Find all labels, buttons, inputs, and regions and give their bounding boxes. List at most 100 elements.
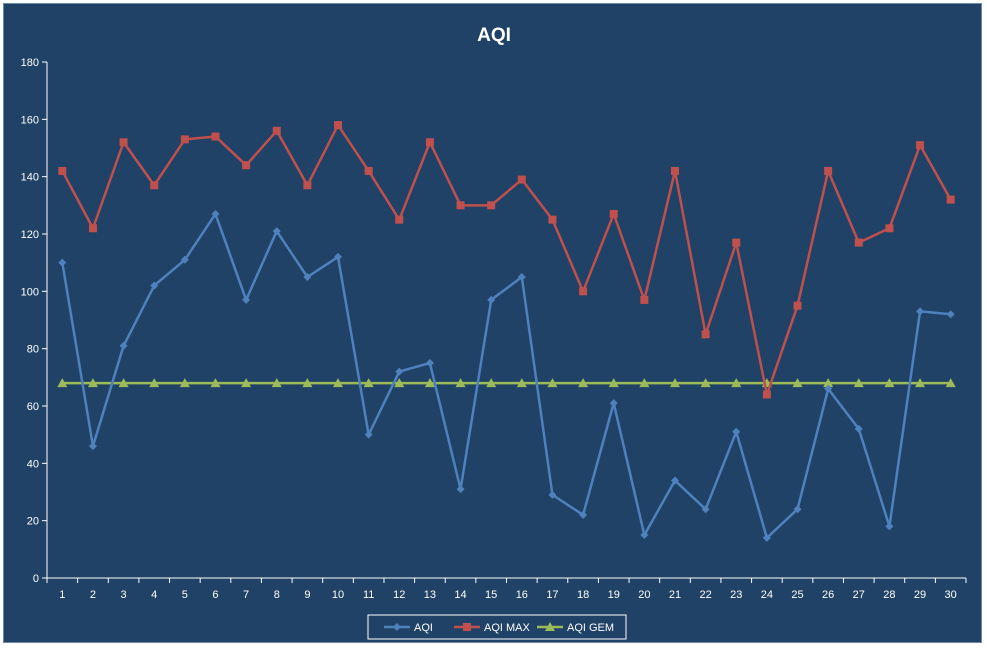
data-point-aqi-gem [271,378,282,388]
x-tick-label: 22 [699,589,711,601]
data-point-aqi-max [272,126,281,135]
data-point-aqi-max [885,224,894,233]
data-point-aqi [58,258,67,267]
data-point-aqi [824,384,833,393]
data-point-aqi-max [762,390,771,399]
data-point-aqi [487,295,496,304]
y-tick-label: 0 [33,573,39,585]
x-tick-label: 14 [454,589,466,601]
legend-marker-aqi [393,623,401,631]
data-point-aqi [854,424,863,433]
legend-label-aqi: AQI [414,622,433,634]
data-point-aqi-max [364,166,373,175]
data-point-aqi-max [854,238,863,247]
data-point-aqi-gem [363,378,374,388]
data-point-aqi [701,505,710,514]
data-point-aqi [548,490,557,499]
chart-title: AQI [477,25,511,46]
data-point-aqi-gem [608,378,619,388]
x-tick-label: 30 [945,589,957,601]
x-tick-label: 27 [853,589,865,601]
data-point-aqi-max [824,166,833,175]
data-point-aqi-max [732,238,741,247]
x-tick-label: 3 [121,589,127,601]
data-point-aqi [946,310,955,319]
data-point-aqi [364,430,373,439]
y-tick-label: 60 [27,401,39,413]
x-tick-label: 18 [577,589,589,601]
data-point-aqi-max [640,295,649,304]
data-point-aqi-gem [118,378,129,388]
data-point-aqi [395,367,404,376]
x-tick-label: 7 [243,589,249,601]
x-tick-label: 1 [59,589,65,601]
x-tick-label: 26 [822,589,834,601]
data-point-aqi-gem [853,378,864,388]
data-point-aqi [579,510,588,519]
data-point-aqi [119,341,128,350]
x-tick-label: 23 [730,589,742,601]
x-tick-label: 6 [212,589,218,601]
series-line-aqi-max [61,123,952,396]
series-line-aqi [61,212,951,540]
data-point-aqi-max [946,195,955,204]
data-point-aqi-max [88,224,97,233]
data-point-aqi-max [180,135,189,144]
legend-label-aqi-gem: AQI GEM [567,622,614,634]
x-tick-label: 5 [182,589,188,601]
data-point-aqi-gem [149,378,160,388]
y-tick-label: 120 [21,229,39,241]
x-tick-label: 20 [638,589,650,601]
y-tick-label: 160 [21,114,39,126]
y-tick-label: 40 [27,458,39,470]
data-point-aqi-max [456,201,465,210]
data-point-aqi-max [425,138,434,147]
data-point-aqi-gem [731,378,742,388]
data-point-aqi-max [395,215,404,224]
data-point-aqi-gem [915,378,926,388]
data-point-aqi-gem [639,378,650,388]
y-tick-label: 100 [21,286,39,298]
x-tick-label: 4 [151,589,157,601]
chart-frame: AQI 0 20 40 60 80 100 120 140 160 180 1 2 3 4 5 6 7 8 9 10 1… [3,3,982,643]
x-tick-label: 17 [546,589,558,601]
y-tick-label: 180 [21,57,39,69]
data-point-aqi [517,273,526,281]
data-point-aqi-gem [302,378,313,388]
data-point-aqi-gem [333,378,344,388]
y-tick-label: 20 [27,516,39,528]
data-point-aqi-gem [669,378,680,388]
data-point-aqi [609,399,618,408]
data-point-aqi-gem [210,378,221,388]
x-tick-label: 28 [883,589,895,601]
data-point-aqi-gem [424,378,435,388]
data-point-aqi-max [487,201,496,210]
data-point-aqi [793,505,802,514]
data-point-aqi [885,522,894,531]
data-point-aqi-gem [486,378,497,388]
x-tick-label: 8 [274,589,280,601]
data-point-aqi-gem [455,378,466,388]
x-tick-label: 11 [363,589,374,601]
y-tick-label: 80 [27,344,39,356]
x-tick-label: 24 [761,589,773,601]
data-point-aqi-max [303,181,312,190]
data-point-aqi-max [670,166,679,175]
legend: AQI AQI MAX AQI GEM [367,614,627,640]
data-point-aqi-gem [87,378,98,388]
data-point-aqi [334,252,343,261]
x-tick-label: 10 [332,589,344,601]
data-point-aqi [303,273,312,281]
data-point-aqi-max [58,166,67,175]
legend-marker-aqi-gem [545,622,555,631]
data-point-aqi-gem [792,378,803,388]
legend-box [367,614,627,640]
x-tick-label: 16 [516,589,528,601]
data-point-aqi-max [242,161,251,170]
x-tick-label: 12 [393,589,405,601]
x-tick-label: 2 [90,589,96,601]
data-point-aqi-max [211,132,220,141]
data-point-aqi [425,359,434,367]
